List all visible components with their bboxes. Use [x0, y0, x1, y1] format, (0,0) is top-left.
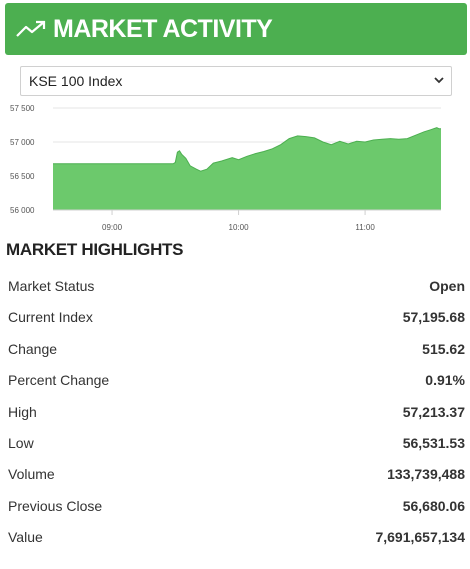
page-title: MARKET ACTIVITY: [53, 14, 273, 43]
highlight-value: 515.62: [422, 340, 465, 357]
y-tick-label: 57 500: [10, 104, 35, 113]
highlight-label: Value: [8, 529, 43, 546]
highlight-row: Volume 133,739,488: [8, 459, 465, 489]
highlight-row: Current Index 57,195.68: [8, 302, 465, 332]
highlight-row: Change 515.62: [8, 334, 465, 364]
y-tick-label: 57 000: [10, 138, 35, 147]
highlight-row: Market Status Open: [8, 271, 465, 301]
index-area-series: [53, 127, 441, 210]
index-select-value: KSE 100 Index: [29, 73, 123, 89]
highlight-value: 57,213.37: [402, 403, 465, 420]
highlight-label: High: [8, 403, 37, 420]
highlight-row: Percent Change 0.91%: [8, 365, 465, 395]
index-chart: 57 500 57 000 56 500 56 000 09:00 10:00 11:00: [10, 104, 441, 232]
highlight-label: Volume: [8, 466, 55, 483]
highlights-title: MARKET HIGHLIGHTS: [6, 240, 184, 259]
x-tick-label: 09:00: [102, 223, 123, 232]
highlight-label: Previous Close: [8, 497, 103, 514]
x-tick-label: 11:00: [355, 223, 375, 232]
market-activity-header: MARKET ACTIVITY: [5, 3, 467, 55]
highlight-value: 0.91%: [425, 372, 465, 389]
highlight-label: Market Status: [8, 278, 95, 294]
highlight-value: 56,531.53: [402, 435, 465, 451]
highlight-label: Change: [8, 340, 58, 357]
highlight-row: Low 56,531.53: [8, 428, 465, 458]
chevron-down-icon: [434, 77, 444, 84]
x-tick-label: 10:00: [229, 223, 250, 232]
y-tick-label: 56 000: [10, 206, 35, 215]
highlight-value: 56,680.06: [402, 497, 465, 514]
highlight-label: Low: [8, 435, 34, 451]
highlight-label: Percent Change: [8, 372, 110, 389]
y-tick-label: 56 500: [10, 172, 35, 181]
highlight-value: 7,691,657,134: [375, 529, 465, 546]
highlight-row: Previous Close 56,680.06: [8, 491, 465, 521]
highlight-value: 57,195.68: [402, 309, 465, 326]
highlight-row: High 57,213.37: [8, 397, 465, 427]
highlight-label: Current Index: [8, 309, 93, 326]
index-line-series: [53, 127, 441, 172]
index-select[interactable]: KSE 100 Index: [20, 66, 452, 96]
highlight-row: Value 7,691,657,134: [8, 522, 465, 552]
trending-up-icon: [16, 20, 46, 37]
highlight-value: 133,739,488: [387, 466, 465, 483]
highlight-value: Open: [429, 278, 465, 294]
